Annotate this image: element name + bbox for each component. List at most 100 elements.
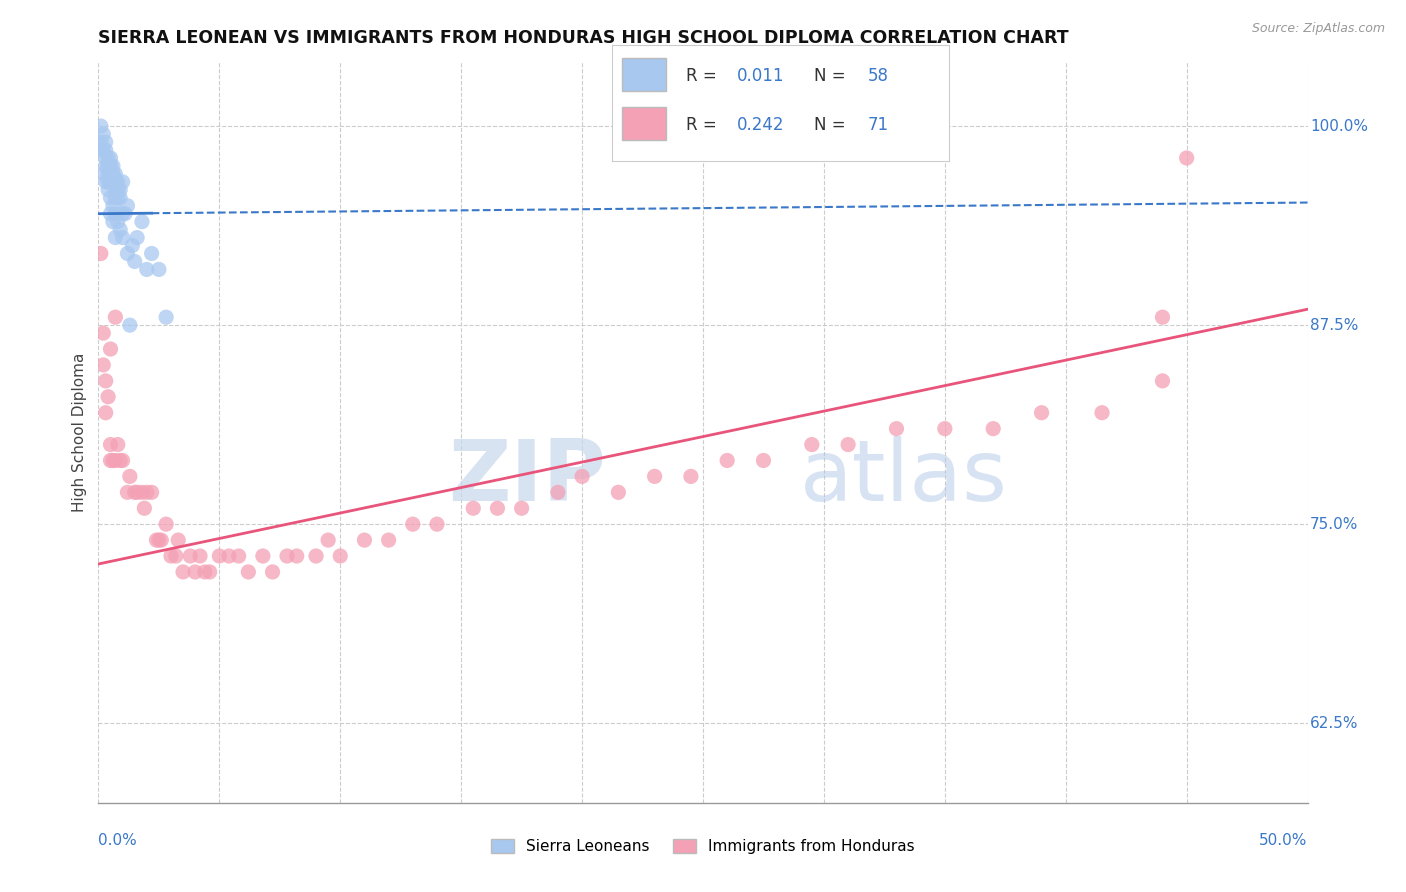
Point [91, 127, 114, 141]
Point [101, 167, 124, 181]
Point [100, 151, 122, 165]
Point [97, 167, 120, 181]
FancyBboxPatch shape [621, 58, 666, 91]
Point [107, 191, 129, 205]
Point [101, 159, 124, 173]
Point [752, 453, 775, 467]
Point [218, 549, 240, 563]
Point [981, 422, 1004, 436]
Point [107, 175, 129, 189]
Point [100, 453, 122, 467]
Text: 58: 58 [868, 67, 889, 85]
Point [107, 183, 129, 197]
Point [111, 175, 134, 189]
Point [100, 437, 122, 451]
Point [118, 469, 141, 483]
Point [160, 549, 183, 563]
Point [402, 517, 425, 532]
Point [100, 175, 122, 189]
Point [238, 565, 260, 579]
Point [131, 214, 153, 228]
Y-axis label: High School Diploma: High School Diploma [72, 353, 87, 512]
Point [108, 222, 131, 236]
Point [148, 533, 170, 547]
Point [100, 191, 122, 205]
Point [426, 517, 449, 532]
Point [94, 151, 117, 165]
Text: SIERRA LEONEAN VS IMMIGRANTS FROM HONDURAS HIGH SCHOOL DIPLOMA CORRELATION CHART: SIERRA LEONEAN VS IMMIGRANTS FROM HONDUR… [98, 29, 1069, 47]
Text: 50.0%: 50.0% [1260, 833, 1308, 848]
Point [141, 246, 163, 260]
Point [101, 214, 124, 228]
Text: R =: R = [686, 116, 721, 134]
Point [150, 533, 173, 547]
Point [104, 453, 127, 467]
Point [135, 485, 157, 500]
Point [510, 501, 533, 516]
Point [571, 469, 593, 483]
Text: R =: R = [686, 67, 721, 85]
Text: 75.0%: 75.0% [1310, 516, 1358, 532]
Point [94, 374, 117, 388]
Point [111, 453, 134, 467]
Text: 0.0%: 0.0% [98, 833, 138, 848]
Point [172, 565, 194, 579]
Point [91, 326, 114, 340]
Point [1152, 310, 1174, 325]
Point [94, 135, 117, 149]
Point [104, 230, 127, 244]
Point [124, 485, 146, 500]
Point [305, 549, 328, 563]
Point [837, 437, 859, 451]
Text: 87.5%: 87.5% [1310, 318, 1358, 333]
Point [114, 207, 136, 221]
Point [100, 159, 122, 173]
Point [121, 238, 143, 252]
Point [94, 175, 117, 189]
Point [145, 533, 167, 547]
Text: Source: ZipAtlas.com: Source: ZipAtlas.com [1251, 22, 1385, 36]
Point [135, 262, 157, 277]
Point [1091, 406, 1114, 420]
Point [155, 517, 177, 532]
Point [101, 175, 124, 189]
Point [104, 183, 127, 197]
Text: 71: 71 [868, 116, 889, 134]
Point [262, 565, 284, 579]
Point [100, 167, 122, 181]
Point [131, 485, 153, 500]
Point [252, 549, 274, 563]
Point [329, 549, 352, 563]
Point [97, 159, 120, 173]
Point [97, 151, 120, 165]
Point [124, 254, 146, 268]
Point [155, 310, 177, 325]
Point [97, 183, 120, 197]
Point [100, 342, 122, 356]
Point [94, 159, 117, 173]
Point [104, 167, 127, 181]
Point [188, 549, 211, 563]
Point [108, 191, 131, 205]
Text: 100.0%: 100.0% [1310, 119, 1368, 134]
Point [94, 143, 117, 157]
Point [111, 207, 134, 221]
Point [1152, 374, 1174, 388]
Point [90, 119, 112, 133]
Point [165, 549, 187, 563]
FancyBboxPatch shape [621, 106, 666, 140]
Point [100, 159, 122, 173]
Point [97, 390, 120, 404]
Point [100, 207, 122, 221]
Point [208, 549, 231, 563]
Point [285, 549, 308, 563]
Point [107, 214, 129, 228]
Point [90, 246, 112, 260]
Point [91, 143, 114, 157]
Point [800, 437, 823, 451]
Point [90, 143, 112, 157]
Point [198, 565, 221, 579]
Point [141, 485, 163, 500]
Point [118, 318, 141, 333]
Point [108, 183, 131, 197]
